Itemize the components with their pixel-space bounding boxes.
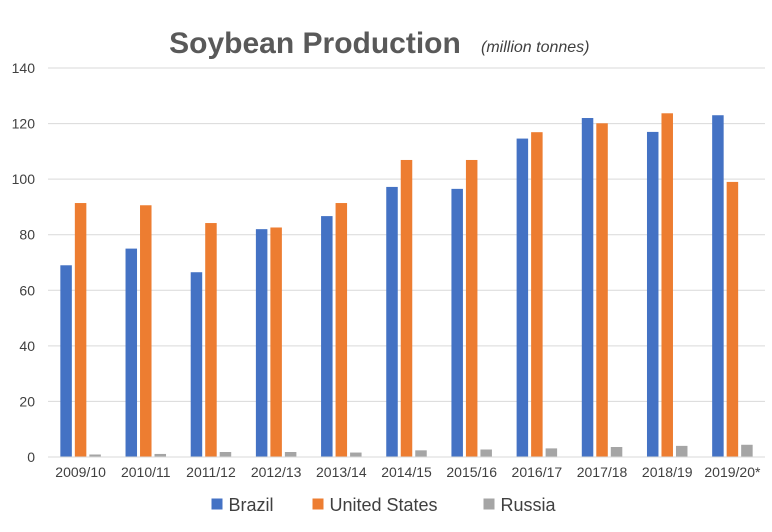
bar-brazil-201920	[712, 115, 724, 457]
x-tick-label: 2017/18	[577, 464, 628, 480]
chart-title-text: Soybean Production	[169, 27, 461, 60]
y-tick-label-120: 120	[12, 116, 36, 132]
legend: Brazil United States Russia	[211, 495, 557, 515]
legend-label-russia: Russia	[501, 495, 557, 515]
x-tick-label: 2018/19	[642, 464, 693, 480]
bar-brazil-201819	[646, 131, 659, 457]
y-tick-label-20: 20	[19, 393, 35, 409]
bar-russia-201314	[350, 452, 362, 457]
bar-russia-201516	[480, 449, 492, 457]
bar-united-states-201718	[596, 123, 608, 457]
bar-united-states-201112	[205, 223, 217, 457]
x-tick-label: 2014/15	[381, 464, 432, 480]
bar-russia-201213	[284, 451, 297, 457]
bar-brazil-201011	[125, 248, 138, 457]
x-tick-label: 2013/14	[316, 464, 367, 480]
bar-russia-200910	[89, 454, 101, 457]
bar-brazil-201314	[321, 216, 333, 457]
bar-brazil-201213	[255, 229, 268, 457]
bar-united-states-201415	[400, 159, 413, 458]
x-tick-label: 2016/17	[512, 464, 563, 480]
bar-russia-201819	[675, 445, 688, 457]
y-tick-label-40: 40	[19, 338, 35, 354]
y-tick-label-100: 100	[12, 171, 36, 187]
chart-title: Soybean Production (million tonnes)	[169, 27, 589, 60]
bar-russia-201920	[741, 444, 753, 457]
bar-russia-201011	[154, 453, 167, 457]
bar-united-states-200910	[74, 203, 87, 457]
y-tick-label-80: 80	[19, 227, 35, 243]
bar-brazil-200910	[60, 265, 72, 457]
bar-russia-201415	[415, 450, 427, 457]
bar-united-states-201819	[661, 113, 673, 457]
bar-brazil-201718	[581, 118, 594, 457]
bar-united-states-201213	[270, 227, 282, 457]
y-tick-label-60: 60	[19, 282, 35, 298]
x-tick-label: 2019/20*	[704, 464, 761, 480]
legend-label-brazil: Brazil	[229, 495, 274, 515]
bar-brazil-201516	[451, 188, 463, 457]
bar-united-states-201011	[140, 205, 152, 457]
bar-brazil-201112	[190, 272, 203, 457]
y-axis-ticks: 0 20 40 60 80 100 120 140	[12, 60, 36, 465]
x-tick-label: 2011/12	[186, 464, 236, 480]
bar-united-states-201516	[465, 159, 478, 458]
bar-russia-201112	[219, 451, 232, 457]
bar-brazil-201415	[386, 186, 398, 457]
bar-united-states-201920	[726, 181, 739, 457]
legend-label-united-states: United States	[330, 495, 438, 515]
y-tick-label-0: 0	[27, 449, 35, 465]
legend-swatch-brazil	[211, 498, 223, 510]
x-tick-label: 2010/11	[121, 464, 171, 480]
x-axis-ticks: 2009/10 2010/11 2011/12 2012/13 2013/14 2014/…	[55, 464, 761, 480]
y-tick-label-140: 140	[12, 60, 36, 76]
bars	[60, 113, 753, 458]
x-tick-label: 2012/13	[251, 464, 302, 480]
bar-united-states-201617	[531, 132, 543, 457]
bar-united-states-201314	[335, 203, 348, 457]
bar-russia-201617	[545, 448, 558, 457]
bar-russia-201718	[610, 446, 623, 457]
legend-swatch-united-states	[312, 498, 324, 510]
legend-swatch-russia	[483, 498, 495, 510]
x-tick-label: 2015/16	[446, 464, 497, 480]
chart-subtitle-text: (million tonnes)	[481, 39, 589, 56]
bar-brazil-201617	[516, 138, 529, 457]
x-tick-label: 2009/10	[55, 464, 106, 480]
